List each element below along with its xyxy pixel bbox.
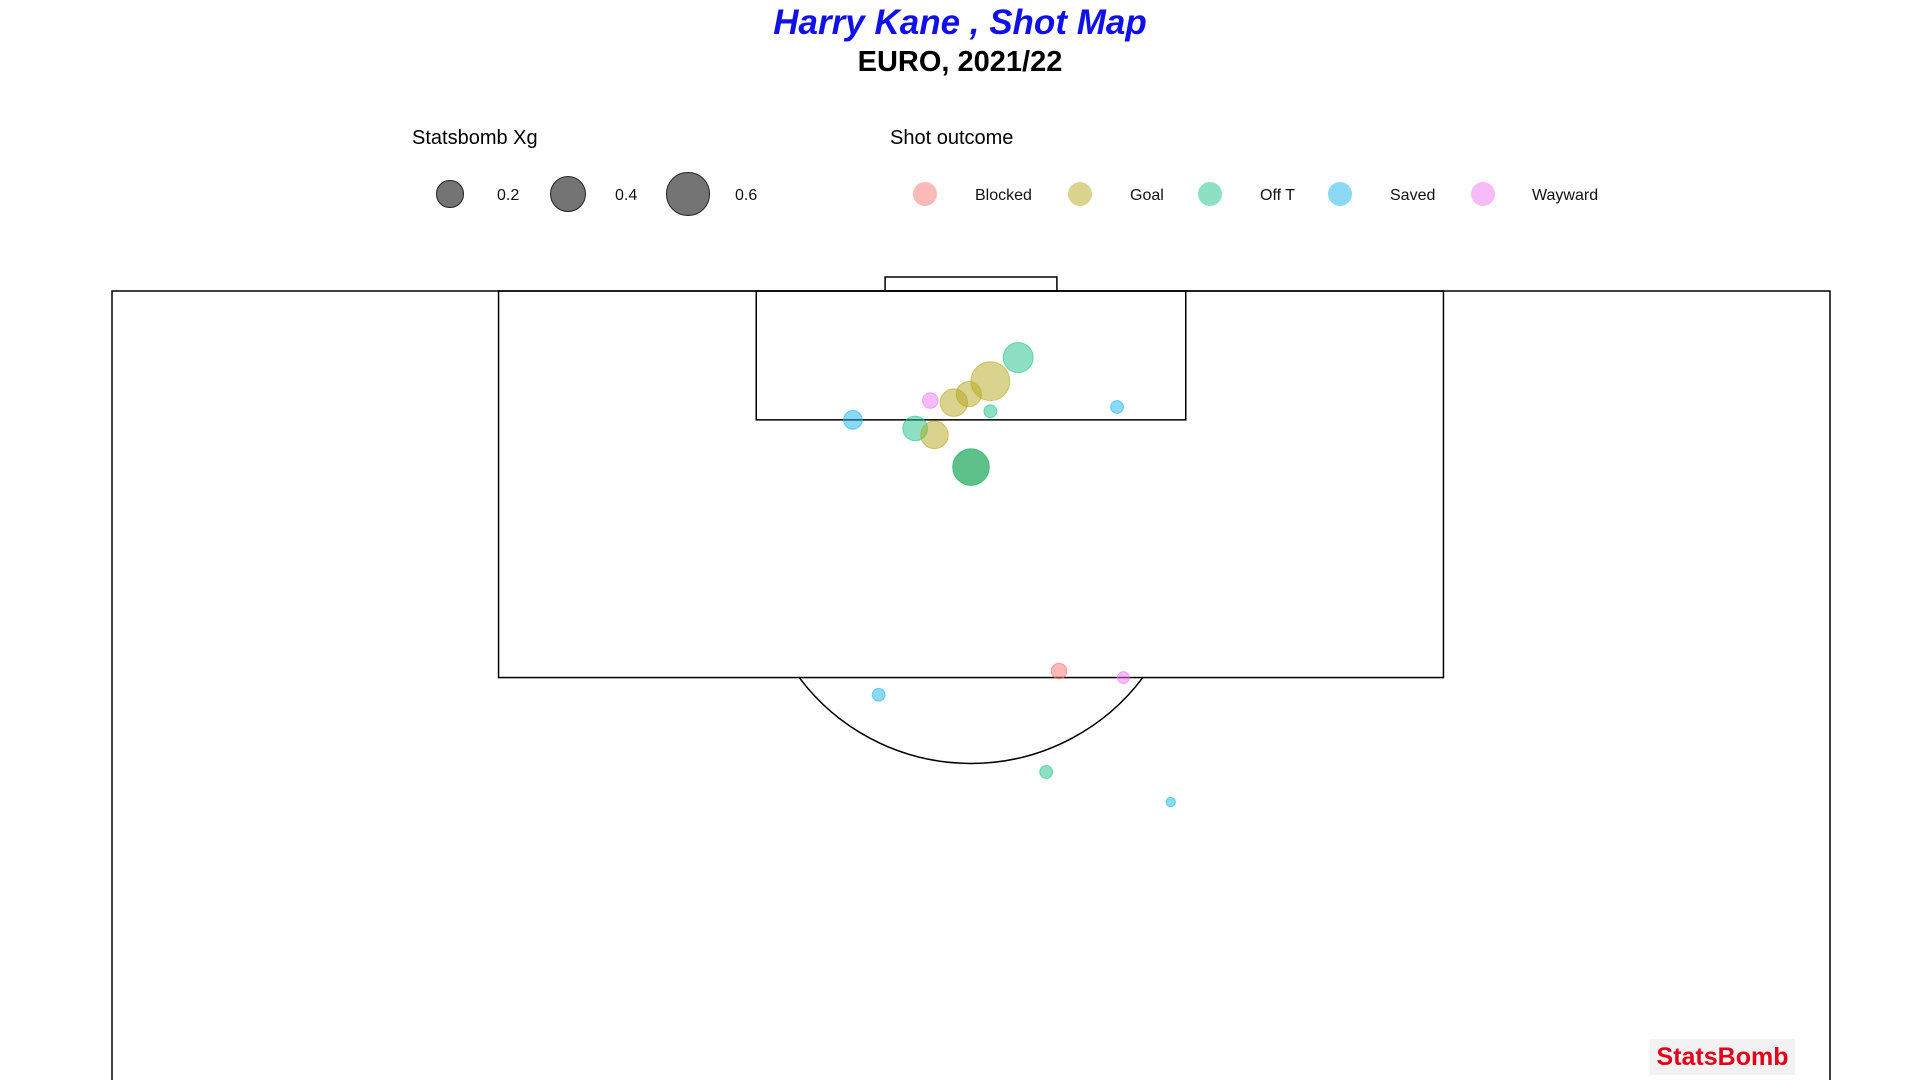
shot-point bbox=[1002, 342, 1034, 374]
shot-point bbox=[1117, 671, 1130, 684]
size-legend-dot bbox=[436, 180, 464, 208]
shot-point bbox=[1050, 662, 1068, 680]
size-legend-label: 0.2 bbox=[497, 187, 520, 204]
outcome-legend-dot bbox=[1068, 182, 1092, 206]
shot-point bbox=[1039, 765, 1054, 779]
shot-point bbox=[1165, 796, 1176, 808]
outcome-legend-dot bbox=[1328, 182, 1352, 206]
shot-point bbox=[871, 687, 886, 702]
outcome-legend-dot bbox=[1471, 182, 1495, 206]
size-legend-dot bbox=[666, 172, 710, 216]
size-legend-label: 0.4 bbox=[615, 187, 638, 204]
chart-title: Harry Kane , Shot Map bbox=[773, 3, 1147, 42]
shot-point bbox=[1110, 400, 1124, 414]
outcome-legend-dot bbox=[1198, 182, 1222, 206]
shot-point bbox=[843, 410, 863, 430]
size-legend-dot bbox=[549, 175, 587, 213]
color-legend-title: Shot outcome bbox=[890, 127, 1014, 149]
size-legend-title: Statsbomb Xg bbox=[412, 127, 538, 149]
size-legend-label: 0.6 bbox=[735, 187, 758, 204]
pitch-outline bbox=[111, 290, 1831, 1080]
outcome-legend-dot bbox=[913, 182, 937, 206]
goal bbox=[884, 276, 1058, 292]
outcome-legend-label: Wayward bbox=[1532, 187, 1599, 204]
shot-point bbox=[921, 392, 939, 409]
outcome-legend-label: Goal bbox=[1130, 187, 1164, 204]
shot-point bbox=[920, 420, 949, 450]
outcome-legend-label: Off T bbox=[1260, 187, 1295, 204]
statsbomb-logo: StatsBomb bbox=[1650, 1039, 1795, 1075]
outcome-legend-label: Saved bbox=[1390, 187, 1436, 204]
shot-point bbox=[983, 404, 998, 419]
outcome-legend-label: Blocked bbox=[975, 187, 1032, 204]
chart-subtitle: EURO, 2021/22 bbox=[857, 46, 1063, 78]
shot-point bbox=[939, 388, 969, 417]
penalty-arc bbox=[798, 677, 1144, 765]
shot-point bbox=[952, 448, 990, 486]
